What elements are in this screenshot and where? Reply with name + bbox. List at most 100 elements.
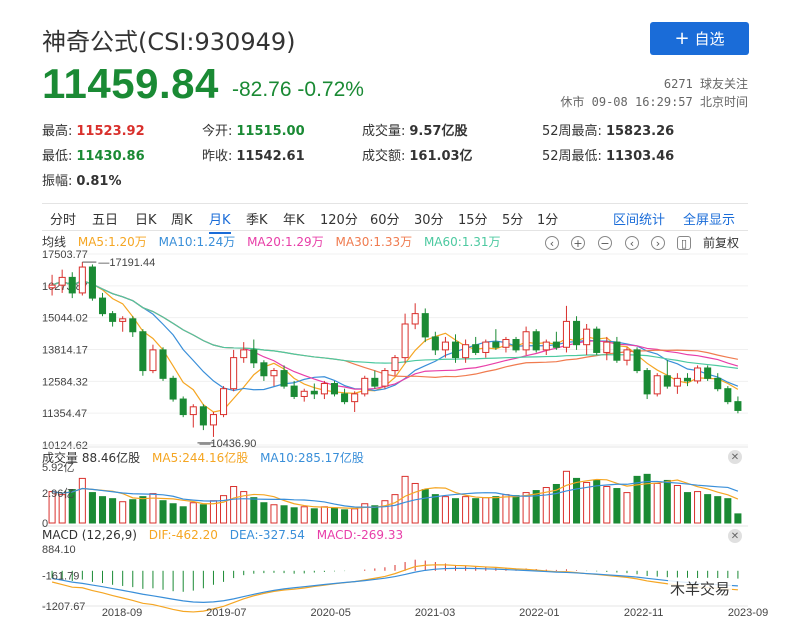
volume-bar — [159, 500, 167, 524]
tab-monthly-k[interactable]: 月K — [209, 209, 231, 234]
interval-stats-link[interactable]: 区间统计 — [613, 213, 666, 228]
stat-open-label: 今开: — [202, 124, 233, 139]
volume-bar — [179, 506, 187, 524]
high-marker-label: —17191.44 — [98, 257, 155, 269]
stat-52w-low-label: 52周最低: — [542, 149, 602, 164]
volume-ma10: MA10:285.17亿股 — [260, 451, 364, 465]
candle-body — [663, 375, 671, 387]
volume-bar — [492, 496, 500, 524]
stat-amplitude: 振幅: 0.81% — [42, 170, 122, 189]
close-volume-panel-icon[interactable]: ✕ — [728, 450, 742, 464]
volume-bar — [351, 508, 359, 524]
volume-bar — [341, 509, 349, 524]
lock-icon[interactable]: ▯ — [677, 236, 691, 250]
ma10-line — [51, 279, 739, 392]
volume-bar — [522, 492, 530, 524]
stat-52w-high-value: 15823.26 — [605, 124, 675, 139]
candle-body — [451, 341, 460, 359]
tab-5min[interactable]: 5分 — [502, 213, 524, 228]
tab-1min[interactable]: 1分 — [537, 213, 559, 228]
candle-body — [613, 341, 621, 361]
stat-low: 最低: 11430.86 — [42, 145, 145, 164]
volume-bar — [673, 485, 681, 524]
volume-bar — [68, 489, 76, 524]
volume-bar — [542, 487, 550, 524]
tab-yearly-k[interactable]: 年K — [283, 213, 305, 228]
volume-bar — [472, 498, 480, 524]
candle-body — [502, 339, 510, 348]
candle-body — [714, 377, 722, 390]
stat-high-value: 11523.92 — [76, 124, 145, 139]
volume-tick-label: 0 — [42, 518, 48, 530]
candle-body — [280, 370, 288, 387]
candle-body — [88, 266, 96, 299]
volume-bar — [149, 493, 157, 524]
macd-tick-label: 884.10 — [42, 544, 76, 556]
x-tick-label: 2022-01 — [519, 607, 559, 619]
candle-body — [330, 383, 339, 395]
add-to-watchlist-button[interactable]: + 自选 — [650, 22, 749, 55]
volume-bar — [532, 490, 540, 524]
ma5-value: MA5:1.20万 — [77, 235, 147, 249]
candle-body — [472, 344, 480, 353]
price-adjust-toggle[interactable]: 前复权 — [703, 236, 740, 250]
candle-body — [401, 323, 409, 359]
stat-low-label: 最低: — [42, 149, 73, 164]
volume-bar — [633, 475, 641, 524]
page-title: 神奇公式(CSI:930949) — [42, 28, 296, 56]
volume-bar — [199, 504, 207, 524]
fullscreen-link[interactable]: 全屏显示 — [683, 213, 736, 228]
volume-bar — [421, 489, 429, 524]
tab-15min[interactable]: 15分 — [458, 213, 488, 228]
volume-bar — [230, 486, 238, 524]
volume-bar — [169, 503, 177, 524]
volume-bar — [411, 482, 419, 524]
tab-intraday[interactable]: 分时 — [50, 213, 77, 228]
candle-body — [179, 398, 187, 416]
price-change: -82.76 -0.72% — [232, 78, 364, 102]
tab-daily-k[interactable]: 日K — [135, 213, 157, 228]
close-macd-panel-icon[interactable]: ✕ — [728, 529, 742, 543]
candle-body — [583, 328, 591, 346]
volume-bar — [109, 498, 117, 524]
tab-five-day[interactable]: 五日 — [92, 213, 119, 228]
candle-body — [734, 401, 742, 411]
volume-bar — [623, 492, 631, 524]
stat-volume: 成交量: 9.57亿股 — [362, 120, 467, 139]
candle-body — [492, 341, 500, 348]
scroll-left-icon-2[interactable]: ‹ — [625, 236, 639, 250]
candle-body — [230, 357, 238, 390]
volume-bar — [220, 495, 228, 524]
candle-body — [522, 331, 530, 351]
candle-body — [270, 370, 278, 377]
zoom-in-icon[interactable]: + — [571, 236, 585, 250]
tab-weekly-k[interactable]: 周K — [171, 213, 193, 228]
stat-52w-high-label: 52周最高: — [542, 124, 602, 139]
macd-dea-line — [51, 567, 738, 603]
stat-low-value: 11430.86 — [76, 149, 145, 164]
tab-120min[interactable]: 120分 — [320, 213, 358, 228]
stat-amplitude-value: 0.81% — [76, 174, 122, 189]
change-value: -82.76 — [232, 78, 292, 101]
tab-30min[interactable]: 30分 — [414, 213, 444, 228]
candle-body — [694, 367, 702, 382]
period-tabs: 分时 五日 日K 周K 月K 季K 年K 120分 60分 30分 15分 5分… — [42, 203, 748, 234]
zoom-out-icon[interactable]: − — [598, 236, 612, 250]
macd-value: MACD:-269.33 — [316, 528, 404, 542]
volume-bar — [583, 481, 591, 524]
volume-bar — [129, 499, 137, 524]
volume-bar — [189, 502, 197, 524]
scroll-right-icon[interactable]: › — [651, 236, 665, 250]
volume-bar — [734, 513, 742, 524]
volume-bar — [240, 491, 248, 524]
tab-60min[interactable]: 60分 — [370, 213, 400, 228]
tab-quarterly-k[interactable]: 季K — [246, 213, 268, 228]
volume-bar — [613, 488, 621, 524]
candle-body — [411, 313, 419, 325]
followers-count[interactable]: 6271 球友关注 — [663, 77, 748, 91]
volume-bar — [431, 494, 439, 524]
candle-body — [421, 313, 429, 338]
scroll-left-icon[interactable]: ‹ — [545, 236, 559, 250]
candle-body — [119, 318, 127, 322]
